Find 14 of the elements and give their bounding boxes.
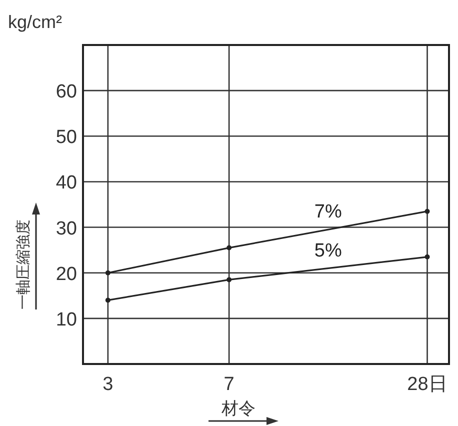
text: kg/cm² xyxy=(8,12,62,32)
y-tick-label: 10 xyxy=(56,309,77,330)
y-tick-label: 30 xyxy=(56,218,77,240)
series-label: 7% xyxy=(314,202,342,223)
x-tick-label: 7 xyxy=(224,374,234,395)
y-axis-title: 一軸圧縮強度 xyxy=(15,220,32,310)
y-tick-label: 20 xyxy=(56,264,77,285)
x-tick-label: 3 xyxy=(102,374,114,395)
y-tick-label: 40 xyxy=(56,172,77,194)
y-tick-label: 50 xyxy=(56,127,77,148)
x-tick-label: 28日 xyxy=(407,374,448,395)
y-tick-label: 60 xyxy=(56,82,77,103)
series-label: 5% xyxy=(314,240,342,262)
x-axis-title: 材令 xyxy=(220,399,256,418)
